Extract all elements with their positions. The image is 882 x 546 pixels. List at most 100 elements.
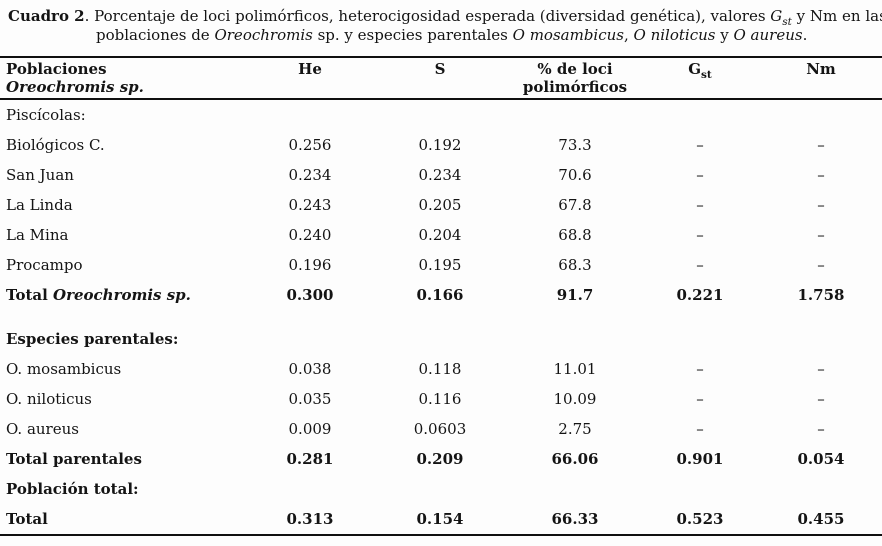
- cell-loci: 73.3: [558, 136, 592, 154]
- header-poblaciones-line2: Oreochromis sp.: [6, 77, 144, 96]
- cell-population: La Mina: [6, 226, 69, 244]
- caption-text-b: y Nm en las: [791, 7, 882, 25]
- caption-gst-symbol: G: [770, 7, 783, 25]
- cell-nm: –: [817, 420, 825, 438]
- caption-gst-subscript: st: [782, 16, 792, 28]
- cell-he: 0.300: [286, 286, 334, 304]
- cell-loci: 68.3: [558, 256, 592, 274]
- cell-nm: 0.054: [797, 450, 845, 468]
- section-row-poblacion-total: Población total:: [0, 474, 882, 504]
- cell-nm: 1.758: [797, 286, 845, 304]
- table-row-san-juan: San Juan 0.234 0.234 70.6 – –: [0, 160, 882, 190]
- column-header-loci: % de loci polimórficos: [510, 60, 640, 96]
- cell-gst: –: [696, 136, 704, 154]
- cell-nm: –: [817, 166, 825, 184]
- cell-he: 0.038: [288, 360, 332, 378]
- cell-he: 0.256: [288, 136, 332, 154]
- cell-population: O. aureus: [6, 420, 79, 438]
- cell-gst: 0.523: [676, 510, 724, 528]
- cell-nm: –: [817, 136, 825, 154]
- cell-loci: 70.6: [558, 166, 592, 184]
- caption-text-f: y: [715, 26, 734, 44]
- section-label: Piscícolas:: [6, 106, 86, 124]
- cell-population: La Linda: [6, 196, 73, 214]
- caption-species-3: O aureus: [733, 26, 803, 44]
- header-loci-line1: % de loci: [537, 60, 613, 78]
- cell-he: 0.281: [286, 450, 334, 468]
- column-header-s: S: [434, 60, 446, 78]
- cell-he: 0.009: [288, 420, 332, 438]
- cell-s: 0.209: [416, 450, 464, 468]
- cell-nm: –: [817, 390, 825, 408]
- cell-population: San Juan: [6, 166, 74, 184]
- cell-s: 0.154: [416, 510, 464, 528]
- cell-s: 0.204: [418, 226, 462, 244]
- cell-loci: 66.06: [551, 450, 599, 468]
- cell-he: 0.313: [286, 510, 334, 528]
- cell-loci: 91.7: [556, 286, 594, 304]
- cell-population: O. niloticus: [6, 390, 92, 408]
- table-row-aureus: O. aureus 0.009 0.0603 2.75 – –: [0, 414, 882, 444]
- total-row-overall: Total 0.313 0.154 66.33 0.523 0.455: [0, 504, 882, 534]
- cell-loci: 67.8: [558, 196, 592, 214]
- cell-loci: 66.33: [551, 510, 599, 528]
- column-header-poblaciones: Poblaciones Oreochromis sp.: [0, 60, 250, 96]
- header-gst-symbol: G: [688, 60, 702, 78]
- cell-gst: –: [696, 390, 704, 408]
- table-row-procampo: Procampo 0.196 0.195 68.3 – –: [0, 250, 882, 280]
- header-gst-subscript: st: [701, 69, 712, 81]
- caption-species-2: O niloticus: [633, 26, 716, 44]
- cell-s: 0.234: [418, 166, 462, 184]
- caption-text-d: sp. y especies parentales: [312, 26, 513, 44]
- cell-he: 0.240: [288, 226, 332, 244]
- caption-text-end: .: [802, 26, 808, 44]
- table-caption: Cuadro 2. Porcentaje de loci polimórfico…: [0, 0, 882, 45]
- section-row-especies-parentales: Especies parentales:: [0, 324, 882, 354]
- cell-he: 0.196: [288, 256, 332, 274]
- cell-gst: –: [696, 196, 704, 214]
- cell-nm: –: [817, 360, 825, 378]
- cell-loci: 10.09: [553, 390, 597, 408]
- caption-line-1: Cuadro 2. Porcentaje de loci polimórfico…: [8, 7, 882, 28]
- column-header-nm: Nm: [806, 60, 836, 78]
- cell-he: 0.243: [288, 196, 332, 214]
- cell-gst: –: [696, 256, 704, 274]
- cell-s: 0.166: [416, 286, 464, 304]
- cell-s: 0.118: [418, 360, 462, 378]
- cell-nm: –: [817, 196, 825, 214]
- caption-text-e: ,: [623, 26, 634, 44]
- total-row-parentales: Total parentales 0.281 0.209 66.06 0.901…: [0, 444, 882, 474]
- cell-he: 0.035: [288, 390, 332, 408]
- cell-he: 0.234: [288, 166, 332, 184]
- cell-gst: 0.221: [676, 286, 724, 304]
- cell-population: Total: [6, 510, 48, 528]
- cell-population: Biológicos C.: [6, 136, 105, 154]
- table-row-biologicos: Biológicos C. 0.256 0.192 73.3 – –: [0, 130, 882, 160]
- header-poblaciones-line1: Poblaciones: [6, 60, 107, 78]
- section-label: Población total:: [6, 480, 139, 498]
- cell-s: 0.195: [418, 256, 462, 274]
- table-header-row: Poblaciones Oreochromis sp. He S % de lo…: [0, 58, 882, 100]
- table-row-niloticus: O. niloticus 0.035 0.116 10.09 – –: [0, 384, 882, 414]
- cell-gst: –: [696, 226, 704, 244]
- cell-s: 0.192: [418, 136, 462, 154]
- cell-s: 0.0603: [413, 420, 467, 438]
- cell-gst: 0.901: [676, 450, 724, 468]
- cell-loci: 2.75: [558, 420, 592, 438]
- section-label: Especies parentales:: [6, 330, 179, 348]
- table-row-la-linda: La Linda 0.243 0.205 67.8 – –: [0, 190, 882, 220]
- caption-label: Cuadro 2: [8, 7, 85, 25]
- cell-nm: –: [817, 226, 825, 244]
- cell-population: O. mosambicus: [6, 360, 122, 378]
- cell-population: Total Oreochromis sp.: [0, 286, 250, 304]
- data-table: Poblaciones Oreochromis sp. He S % de lo…: [0, 56, 882, 536]
- header-loci-line2: polimórficos: [522, 77, 628, 96]
- cell-loci: 68.8: [558, 226, 592, 244]
- cell-nm: –: [817, 256, 825, 274]
- table-row-la-mina: La Mina 0.240 0.204 68.8 – –: [0, 220, 882, 250]
- caption-species-1: O mosambicus: [512, 26, 624, 44]
- total-label: Total: [6, 286, 54, 304]
- cell-population: Procampo: [6, 256, 83, 274]
- cell-nm: 0.455: [797, 510, 845, 528]
